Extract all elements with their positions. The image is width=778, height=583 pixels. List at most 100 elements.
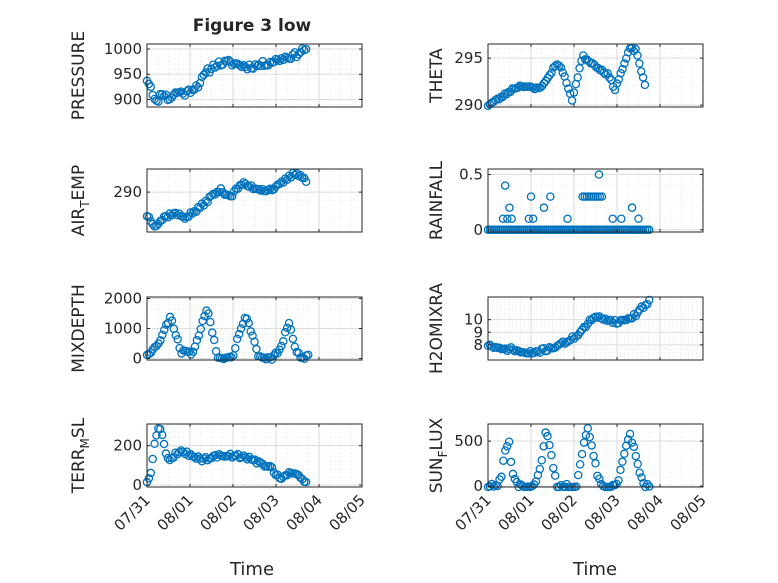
x-tick-label: 08/05 <box>326 491 369 534</box>
data-point <box>171 331 181 340</box>
data-point <box>558 337 568 346</box>
data-point <box>250 60 260 69</box>
y-axis-label: THETA <box>427 48 447 104</box>
data-point <box>279 337 288 346</box>
data-point <box>618 64 627 74</box>
y-tick-label: 200 <box>113 437 142 455</box>
data-point <box>625 429 635 439</box>
data-point <box>227 191 237 201</box>
data-point <box>265 461 275 471</box>
data-point <box>190 452 199 462</box>
data-point <box>303 350 313 360</box>
data-point <box>286 325 296 334</box>
x-axis-label-right: Time <box>572 559 617 580</box>
x-tick-label: 07/31 <box>111 491 154 534</box>
x-tick-label: 08/03 <box>581 491 624 534</box>
y-tick-label: 9 <box>473 323 483 341</box>
data-point <box>499 456 508 465</box>
data-point <box>643 479 652 489</box>
data-point <box>237 180 246 190</box>
data-point <box>587 441 596 450</box>
data-point <box>232 334 242 344</box>
data-point <box>547 68 556 77</box>
data-point <box>631 451 641 461</box>
data-point <box>156 336 165 345</box>
data-point <box>161 320 171 329</box>
data-point <box>144 212 154 222</box>
data-point <box>254 184 263 194</box>
data-point <box>573 470 583 480</box>
data-point <box>583 424 593 433</box>
subplot-sun: 0 500 07/31 08/01 08/02 08/03 08/04 08/05 SUNFLU… <box>427 417 710 534</box>
data-point <box>193 83 203 92</box>
data-point <box>627 438 637 447</box>
data-point <box>207 191 216 200</box>
data-point <box>156 424 165 434</box>
data-point <box>508 469 518 479</box>
data-point <box>524 214 534 223</box>
data-point <box>505 203 514 212</box>
data-point <box>290 170 299 180</box>
data-point <box>620 59 629 68</box>
data-point <box>506 457 516 467</box>
data-point <box>157 430 167 440</box>
x-tick-label: 08/04 <box>624 491 667 534</box>
x-tick-label: 08/01 <box>495 491 538 534</box>
y-tick-label: 0 <box>473 221 483 239</box>
data-point <box>634 214 643 223</box>
data-point <box>564 84 573 93</box>
data-point <box>608 214 617 223</box>
data-point <box>637 473 646 482</box>
data-point <box>595 474 604 484</box>
data-point <box>148 454 157 464</box>
data-point <box>184 451 193 460</box>
data-point <box>182 86 192 96</box>
subplot-theta: 290 295 THETA <box>427 43 704 114</box>
y-axis-label: MIXDEPTH <box>69 284 89 373</box>
y-tick-label: 290 <box>113 183 142 201</box>
data-point <box>643 299 652 309</box>
data-point <box>621 315 631 325</box>
data-point <box>556 338 566 348</box>
data-point <box>605 73 614 82</box>
data-point <box>237 62 246 72</box>
data-point <box>495 343 504 352</box>
data-point <box>161 449 171 458</box>
subplot-air: 290 AIRTEMP <box>69 165 363 236</box>
figure-title: Figure 3 low <box>193 16 312 36</box>
data-point <box>627 203 637 212</box>
y-axis-label: SUNFLUX <box>427 417 450 493</box>
y-tick-label: 1000 <box>104 40 142 58</box>
data-point <box>301 177 311 187</box>
axes-frame <box>146 43 363 108</box>
y-tick-label: 0 <box>132 476 142 494</box>
data-point <box>524 349 533 358</box>
axes-frame <box>146 423 363 488</box>
data-point <box>261 354 271 364</box>
data-point <box>222 57 231 66</box>
data-point <box>173 335 182 344</box>
data-point <box>227 353 236 362</box>
data-point <box>547 450 556 460</box>
data-point <box>244 318 253 328</box>
data-point <box>204 309 213 318</box>
y-tick-label: 500 <box>454 432 483 450</box>
data-point <box>567 96 577 105</box>
y-tick-label: 0 <box>473 477 483 495</box>
axes-frame <box>487 43 704 108</box>
data-point <box>573 73 582 82</box>
data-point <box>252 459 262 468</box>
data-point <box>569 88 579 97</box>
data-point <box>554 61 564 70</box>
data-point <box>195 454 205 463</box>
data-point <box>526 192 536 201</box>
data-point <box>192 335 202 345</box>
y-tick-label: 8 <box>473 336 483 354</box>
data-point <box>159 439 169 449</box>
data-point <box>150 439 159 449</box>
data-point <box>206 317 215 327</box>
data-point <box>290 342 300 352</box>
data-point <box>298 44 307 53</box>
data-point <box>246 327 255 336</box>
data-point <box>212 61 222 70</box>
